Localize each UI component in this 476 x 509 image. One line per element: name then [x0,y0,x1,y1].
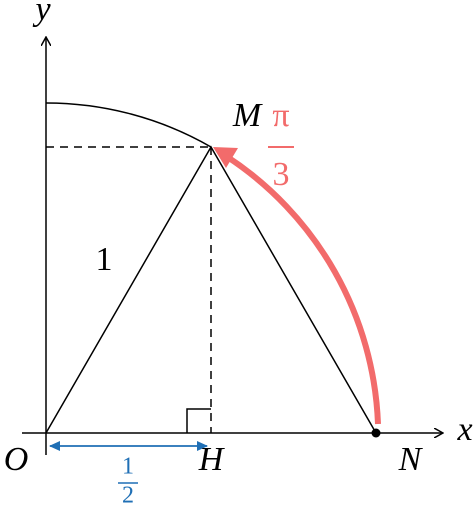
angle-arrowhead [213,147,238,168]
label-n: N [398,441,424,478]
label-o: O [4,441,29,478]
label-m: M [232,97,263,134]
angle-numerator: π [272,97,289,134]
angle-arc [224,153,381,425]
side-label: 1 [96,241,113,278]
angle-denominator: 3 [273,156,290,193]
unit-arc [45,102,212,148]
length-denominator: 2 [122,483,134,509]
y-label: y [32,0,51,28]
length-numerator: 1 [122,454,134,480]
point-n [371,428,381,438]
label-h: H [198,441,226,478]
x-label: x [456,411,472,448]
right-angle [186,408,211,433]
triangle [45,145,377,434]
